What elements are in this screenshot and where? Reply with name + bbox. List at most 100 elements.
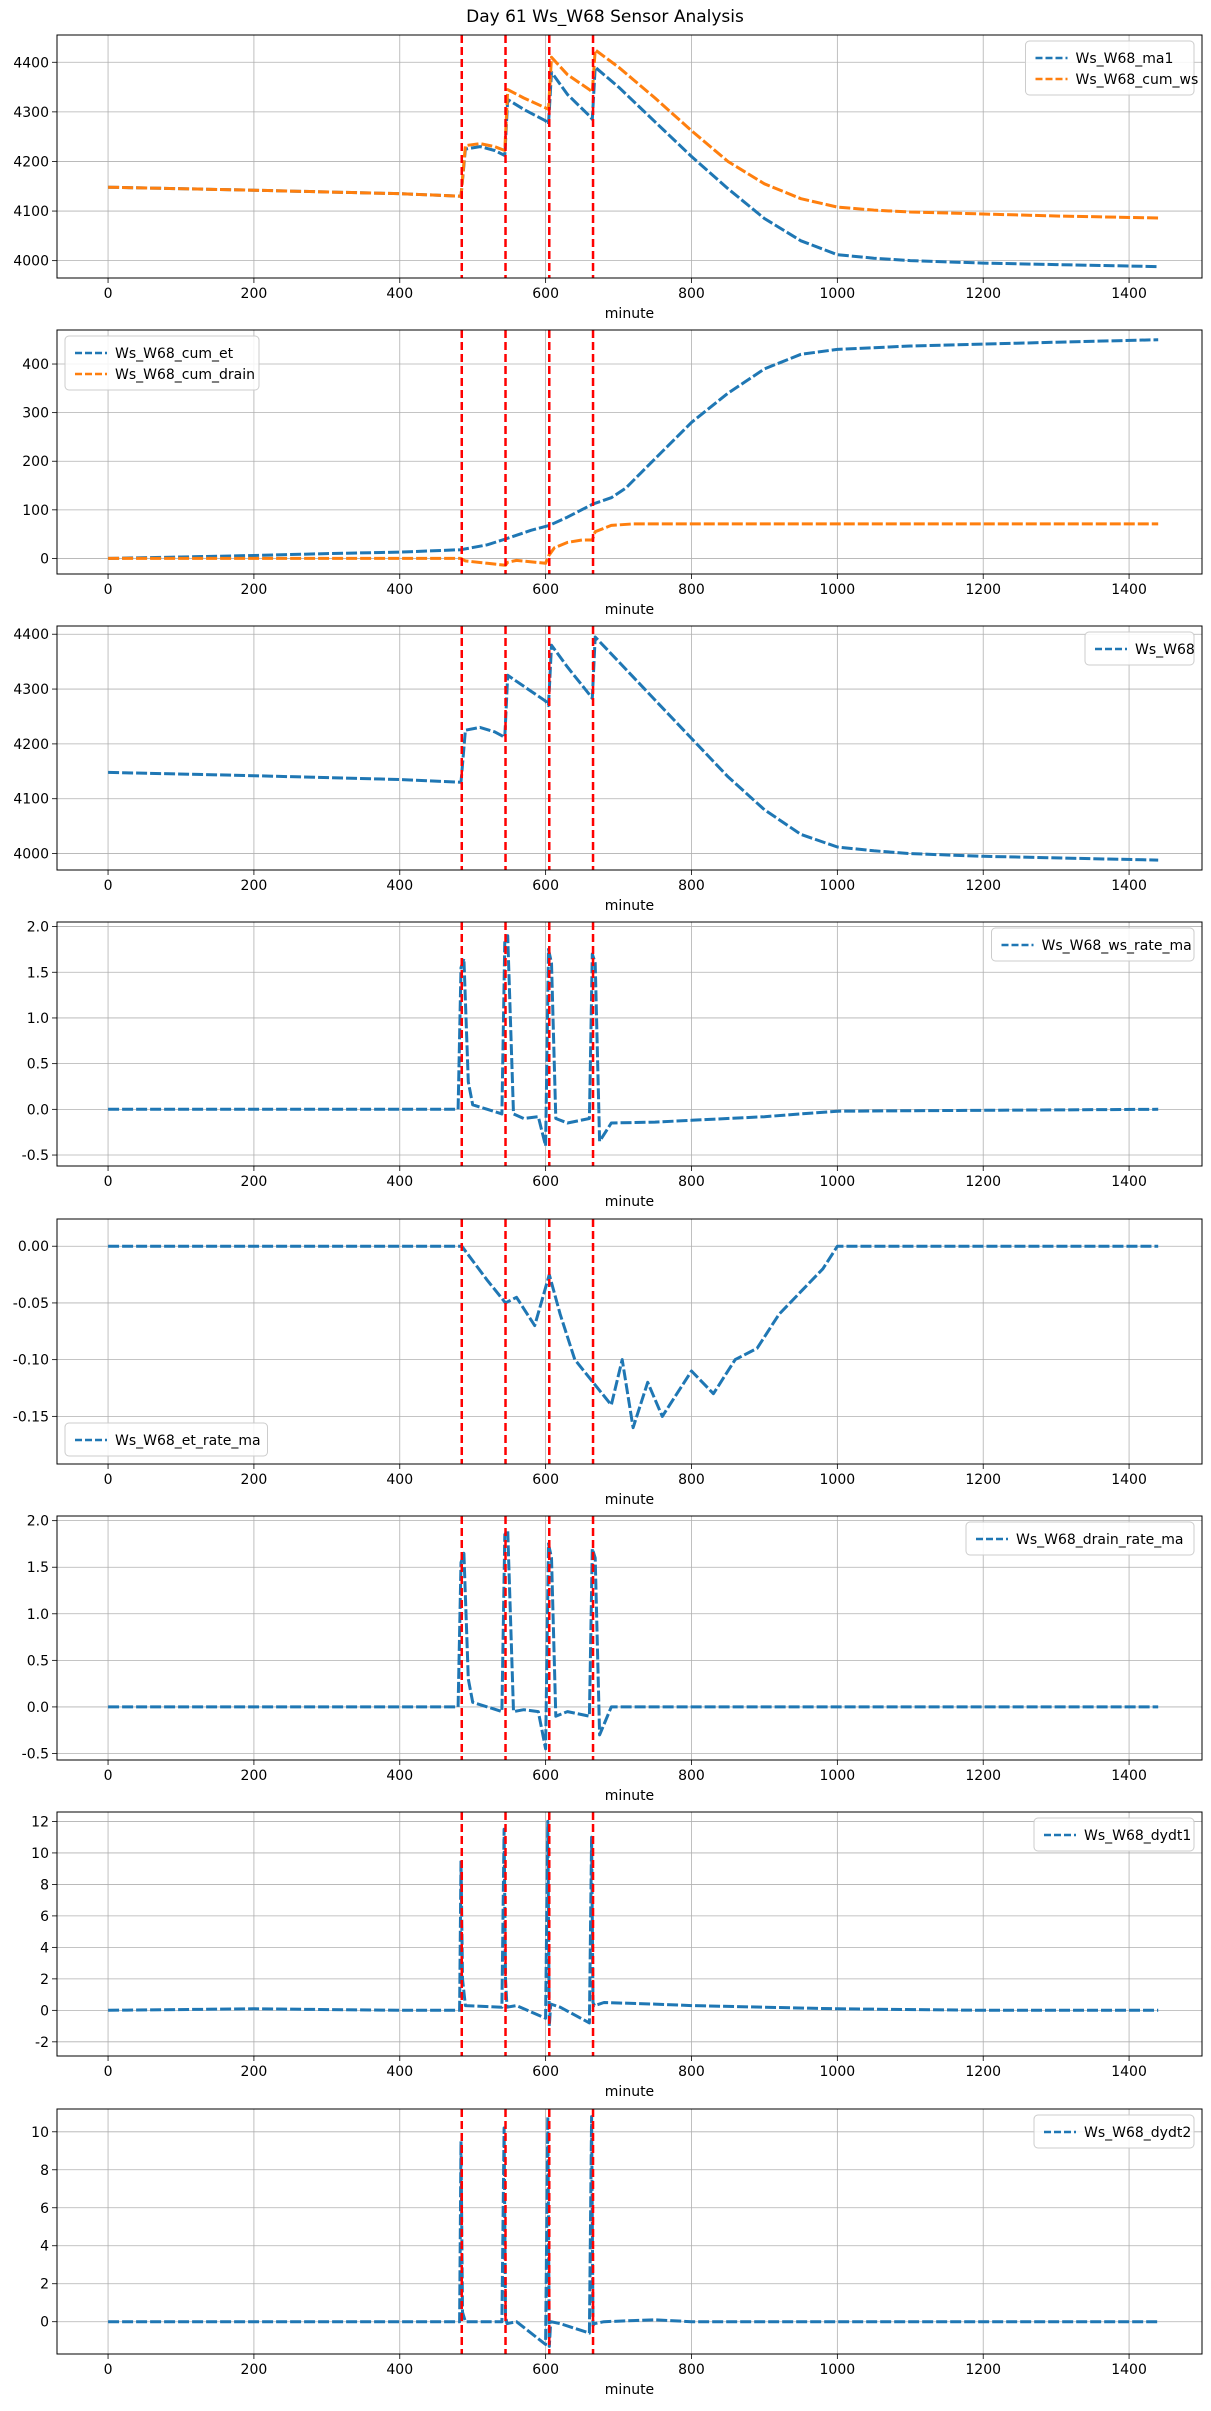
legend-frame — [1033, 2114, 1195, 2149]
x-tick-label: 1400 — [1111, 2064, 1147, 2080]
legend: Ws_W68_ws_rate_ma — [991, 927, 1195, 962]
y-tick-label: 400 — [22, 357, 49, 373]
x-axis-label: minute — [605, 1194, 654, 1210]
y-tick-label: 12 — [31, 1814, 49, 1830]
y-tick-label: 0 — [40, 2315, 49, 2331]
legend-label: Ws_W68_et_rate_ma — [115, 1433, 261, 1449]
x-axis-label: minute — [605, 1788, 654, 1804]
series-line-ws-w68-dydt2 — [108, 2115, 1159, 2348]
y-tick-label: -0.10 — [13, 1353, 49, 1369]
x-tick-label: 1000 — [820, 2362, 856, 2378]
x-tick-label: 0 — [104, 582, 113, 598]
x-tick-label: 1200 — [965, 878, 1001, 894]
y-tick-label: 1.0 — [27, 1011, 49, 1027]
legend-label: Ws_W68_cum_drain — [115, 367, 255, 383]
x-tick-label: 800 — [678, 878, 705, 894]
x-tick-label: 1400 — [1111, 582, 1147, 598]
legend-label: Ws_W68_cum_ws — [1076, 72, 1199, 88]
y-tick-label: 2.0 — [27, 920, 49, 936]
x-axis-label: minute — [605, 898, 654, 914]
plot-area — [108, 48, 1159, 269]
axes-frame — [56, 2108, 1203, 2355]
legend-label: Ws_W68 — [1135, 642, 1195, 658]
legend-frame — [64, 335, 260, 391]
y-tick-label: 4200 — [13, 154, 49, 170]
x-tick-label: 200 — [241, 1174, 268, 1190]
y-tick-label: 1.5 — [27, 1560, 49, 1576]
x-tick-label: 1400 — [1111, 286, 1147, 302]
x-tick-label: 400 — [386, 2362, 413, 2378]
x-tick-label: 200 — [241, 286, 268, 302]
x-tick-label: 400 — [386, 2064, 413, 2080]
y-tick-label: 8 — [40, 2163, 49, 2179]
x-tick-label: 400 — [386, 1472, 413, 1488]
series-line-ws-w68-cum-drain — [108, 522, 1159, 567]
x-tick-label: 1000 — [820, 878, 856, 894]
x-tick-label: 0 — [104, 1768, 113, 1784]
y-tick-label: 2 — [40, 1972, 49, 1988]
y-tick-label: 0 — [40, 551, 49, 567]
x-tick-label: 200 — [241, 1768, 268, 1784]
x-tick-label: 1000 — [820, 286, 856, 302]
y-tick-label: 300 — [22, 406, 49, 422]
x-tick-label: 1200 — [965, 2362, 1001, 2378]
subplot-stack: 0 200 400 600 800 1000 1200 1400400041004200430… — [13, 34, 1203, 2398]
legend: Ws_W68_ma1 Ws_W68_cum_ws — [1025, 40, 1199, 96]
axes-frame — [56, 329, 1203, 575]
legend-label: Ws_W68_cum_et — [115, 346, 234, 362]
y-tick-label: -0.05 — [13, 1296, 49, 1312]
plot-area — [108, 338, 1159, 567]
y-tick-label: 1.0 — [27, 1607, 49, 1623]
legend-label: Ws_W68_drain_rate_ma — [1016, 1532, 1183, 1548]
x-tick-label: 600 — [532, 1174, 559, 1190]
axes-frame — [56, 34, 1203, 279]
x-tick-label: 600 — [532, 286, 559, 302]
series-line-ws-w68-et-rate-ma — [108, 1244, 1159, 1430]
x-tick-label: 1400 — [1111, 1174, 1147, 1190]
subplot-4: 0 200 400 600 800 1000 1200 1400 -0.5 0.0 0.5 1.0 1.… — [22, 920, 1203, 1210]
x-tick-label: 1000 — [820, 1472, 856, 1488]
y-tick-label: 4100 — [13, 792, 49, 808]
x-tick-label: 200 — [241, 1472, 268, 1488]
y-tick-label: 4200 — [13, 737, 49, 753]
x-tick-label: 1000 — [820, 582, 856, 598]
legend: Ws_W68_drain_rate_ma — [965, 1521, 1195, 1556]
x-tick-label: 200 — [241, 2362, 268, 2378]
x-tick-label: 1400 — [1111, 2362, 1147, 2378]
y-tick-label: -0.15 — [13, 1409, 49, 1425]
subplot-8: 0 200 400 600 800 1000 1200 1400 0 2 4 6 8 10 minute Ws… — [31, 2108, 1203, 2398]
x-tick-label: 800 — [678, 1768, 705, 1784]
y-tick-label: 10 — [31, 2125, 49, 2141]
y-tick-label: 8 — [40, 1877, 49, 1893]
x-axis-label: minute — [605, 2382, 654, 2398]
x-tick-label: 1000 — [820, 1768, 856, 1784]
legend: Ws_W68_dydt2 — [1033, 2114, 1195, 2149]
legend-frame — [64, 1422, 268, 1457]
y-tick-label: 0.00 — [18, 1239, 49, 1255]
x-tick-label: 600 — [532, 2064, 559, 2080]
legend-frame — [1033, 1817, 1195, 1852]
subplot-6: 0 200 400 600 800 1000 1200 1400 -0.5 0.0 0.5 1.0 1.… — [22, 1514, 1203, 1804]
subplot-2: 0 200 400 600 800 1000 1200 1400 0 100 200 300 400 mi… — [22, 329, 1203, 618]
series-line-ws-w68-cum-et — [108, 338, 1159, 560]
y-tick-label: 6 — [40, 2201, 49, 2217]
y-tick-label: -0.5 — [22, 1746, 49, 1762]
axes-frame — [56, 625, 1203, 871]
y-tick-label: 100 — [22, 503, 49, 519]
y-tick-label: -0.5 — [22, 1148, 49, 1164]
y-tick-label: 2.0 — [27, 1514, 49, 1530]
x-tick-label: 400 — [386, 286, 413, 302]
y-tick-label: -2 — [35, 2035, 49, 2051]
axes-frame — [56, 1218, 1203, 1465]
x-tick-label: 800 — [678, 2064, 705, 2080]
x-tick-label: 0 — [104, 286, 113, 302]
x-axis-label: minute — [605, 602, 654, 618]
legend: Ws_W68 — [1084, 631, 1195, 666]
x-tick-label: 200 — [241, 582, 268, 598]
legend: Ws_W68_cum_et Ws_W68_cum_drain — [64, 335, 260, 391]
y-tick-label: 0.5 — [27, 1057, 49, 1073]
y-tick-label: 2 — [40, 2277, 49, 2293]
x-tick-label: 1200 — [965, 582, 1001, 598]
y-tick-label: 4400 — [13, 55, 49, 71]
